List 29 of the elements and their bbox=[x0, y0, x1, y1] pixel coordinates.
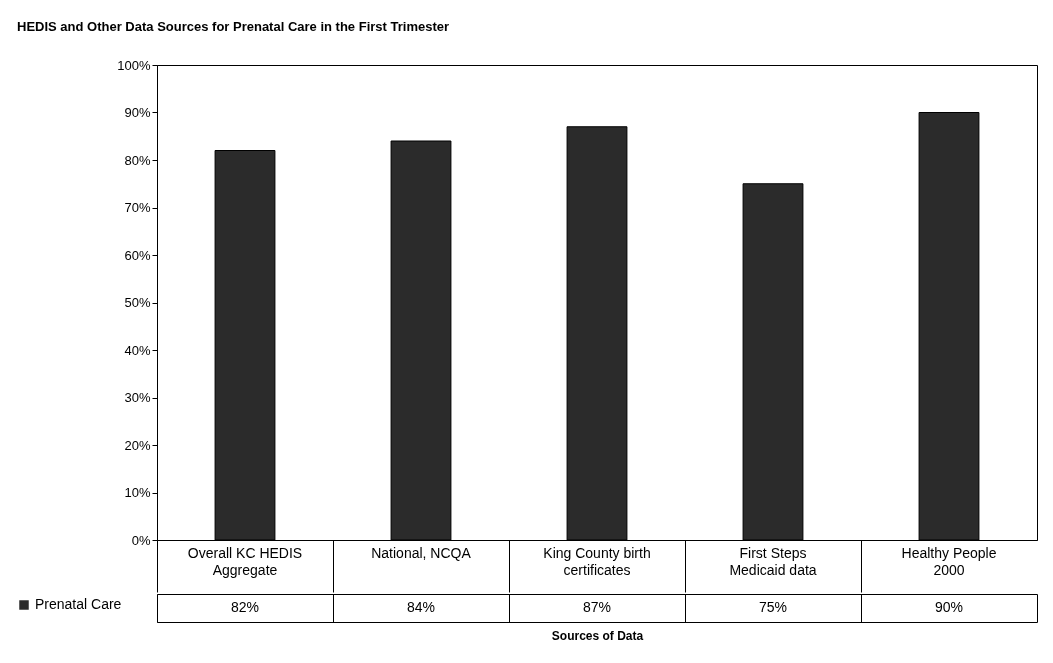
bar bbox=[566, 126, 628, 541]
bar bbox=[742, 183, 804, 541]
x-tick-label: King County birth certificates bbox=[543, 544, 651, 578]
bar bbox=[214, 150, 276, 541]
chart-title: HEDIS and Other Data Sources for Prenatal Care in the First Trimester bbox=[17, 18, 450, 34]
bar bbox=[390, 140, 452, 541]
data-label: 84% bbox=[406, 599, 436, 615]
legend-label: Prenatal Care bbox=[35, 596, 122, 612]
y-tick-label: 60% bbox=[124, 247, 151, 263]
y-tick-label: 100% bbox=[117, 57, 151, 73]
y-tick-label: 50% bbox=[124, 295, 151, 310]
x-tick-label: Healthy People 2000 bbox=[901, 544, 997, 578]
y-tick-label: 10% bbox=[124, 485, 151, 500]
x-tick-label: Overall KC HEDIS Aggregate bbox=[187, 544, 303, 578]
y-tick-label: 20% bbox=[124, 437, 151, 453]
y-tick-label: 90% bbox=[124, 105, 151, 120]
data-label: 90% bbox=[934, 599, 964, 615]
x-axis-title: Sources of Data bbox=[551, 628, 644, 643]
bar bbox=[918, 112, 980, 541]
y-tick-label: 0% bbox=[131, 532, 151, 548]
x-tick-label: National, NCQA bbox=[371, 544, 472, 561]
data-label: 82% bbox=[230, 599, 260, 615]
data-label: 75% bbox=[758, 599, 788, 615]
y-tick-label: 40% bbox=[124, 342, 151, 358]
x-tick-label: First Steps Medicaid data bbox=[729, 544, 817, 578]
y-tick-label: 80% bbox=[124, 152, 151, 168]
data-label: 87% bbox=[582, 599, 612, 615]
y-tick-label: 30% bbox=[124, 390, 151, 405]
y-tick-label: 70% bbox=[124, 200, 151, 215]
